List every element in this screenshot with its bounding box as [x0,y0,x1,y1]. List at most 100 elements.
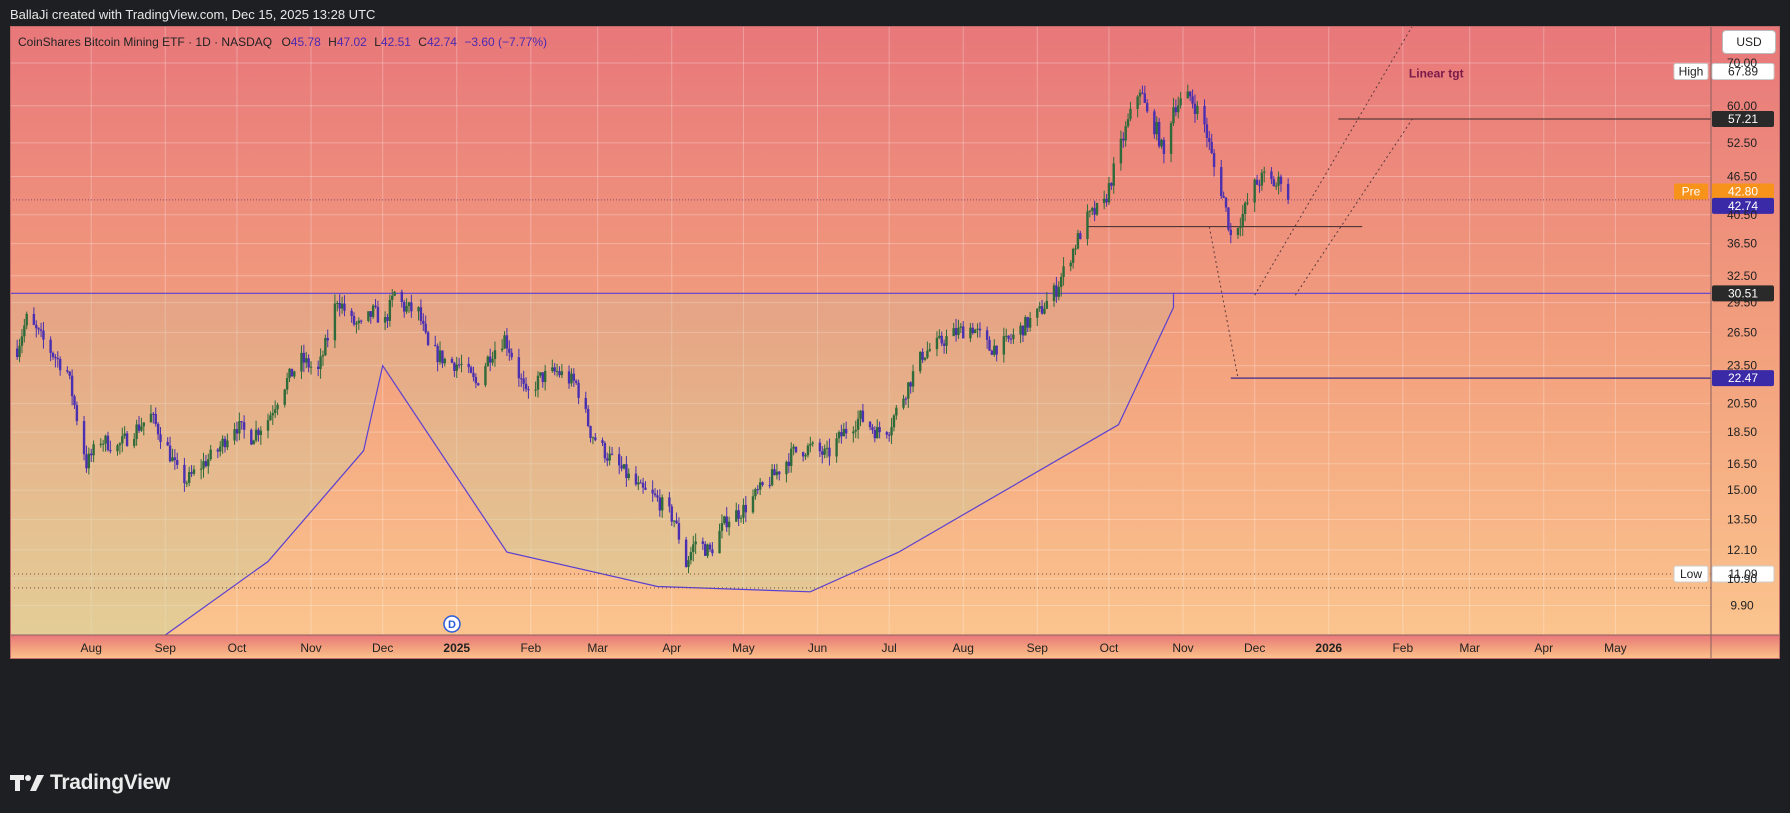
candle-body [543,370,547,383]
currency-button[interactable]: USD [1722,30,1776,54]
candle-body [844,428,848,434]
candle-body [1224,197,1228,208]
candle-body [823,448,826,455]
candle-body [219,446,222,452]
candle-body [75,405,79,422]
candle-body [517,357,521,379]
candle-body [744,504,748,513]
candle-body [928,349,931,351]
candle-body [106,435,110,451]
price-chart[interactable]: Linear tgt D 67.89 High 57.21 42.80 Pre 42.74 3… [10,26,1780,752]
candle-body [152,413,155,415]
high-label: H [328,35,337,49]
candle-body [742,504,745,518]
candle-body [868,421,872,428]
candle-body [1005,335,1008,337]
time-tick-label: Feb [520,641,541,655]
candle-body [176,460,179,465]
change-value: −3.60 (−7.77%) [464,35,548,49]
candle-body [668,497,671,507]
candle-body [58,358,62,371]
candle-body [727,521,731,528]
candle-body [1270,171,1273,180]
candle-body [618,454,621,466]
candle-body [852,431,855,434]
candle-body [584,397,587,409]
symbol-name[interactable]: CoinShares Bitcoin Mining ETF · 1D · NAS… [18,35,273,49]
candle-body [1279,176,1283,184]
candle-body [885,432,888,435]
candle-body [694,541,697,545]
candle-body [1062,266,1065,277]
candle-body [202,461,205,469]
candle-body [1186,91,1189,99]
candle-body [560,371,564,376]
candle-body [835,438,838,457]
candle-body [811,442,814,444]
chart-area[interactable]: Linear tgt D 67.89 High 57.21 42.80 Pre 42.74 3… [10,26,1780,752]
candle-body [653,493,657,496]
candle-body [804,455,807,457]
candle-body [575,380,578,383]
candle-body [887,434,891,436]
candle-body [641,482,645,488]
candle-body [861,410,865,422]
candle-body [118,443,122,446]
candle-body [159,434,162,442]
time-tick-label: Apr [662,641,681,655]
tradingview-logo[interactable]: TradingView [10,768,170,798]
candle-body [1212,153,1216,168]
candle-body [92,444,95,456]
candle-body [273,409,277,414]
candle-body [859,410,862,419]
candle-body [1045,300,1049,309]
candle-body [1260,172,1264,186]
candle-body [1141,92,1144,94]
candle-body [410,302,413,312]
candle-body [491,359,494,363]
candle-body [911,371,915,387]
candle-body [238,421,241,434]
price-level-value: 57.21 [1728,112,1758,126]
candle-body [792,446,795,449]
time-tick-label: Aug [953,641,974,655]
candle-body [99,443,102,445]
price-level-tag-label: Low [1680,567,1702,581]
candle-body [634,473,638,485]
candle-body [266,420,270,431]
candle-body [37,328,40,330]
candle-body [192,469,196,474]
candle-body [622,464,626,469]
candle-body [101,443,105,445]
price-tick-label: 10.90 [1727,572,1757,586]
candle-body [1160,139,1163,147]
candle-body [1246,202,1249,204]
candle-body [1129,108,1132,120]
candle-body [35,324,38,329]
candle-body [1236,228,1240,236]
candle-body [551,367,554,371]
candles [15,84,1290,574]
price-level-tag [1673,565,1709,583]
candle-body [701,541,705,544]
candle-body [51,352,55,357]
candle-body [39,329,43,331]
candle-body [1227,207,1230,230]
candle-body [90,453,93,456]
candle-body [1196,105,1199,114]
price-tick-label: 46.50 [1727,169,1757,183]
candle-body [990,350,994,355]
price-axis: 70.00 60.00 52.50 46.50 40.50 36.50 32.50 29.50… [1727,56,1757,612]
candle-body [768,484,771,486]
candle-body [359,320,363,322]
candle-body [828,447,831,457]
candle-body [402,301,406,312]
candle-body [689,552,693,561]
projection-down-line [1208,226,1239,379]
candle-body [1112,163,1115,186]
candle-body [527,389,530,391]
candle-body [708,544,712,550]
candle-body [422,320,425,324]
candle-body [508,348,511,353]
candle-body [20,336,24,346]
